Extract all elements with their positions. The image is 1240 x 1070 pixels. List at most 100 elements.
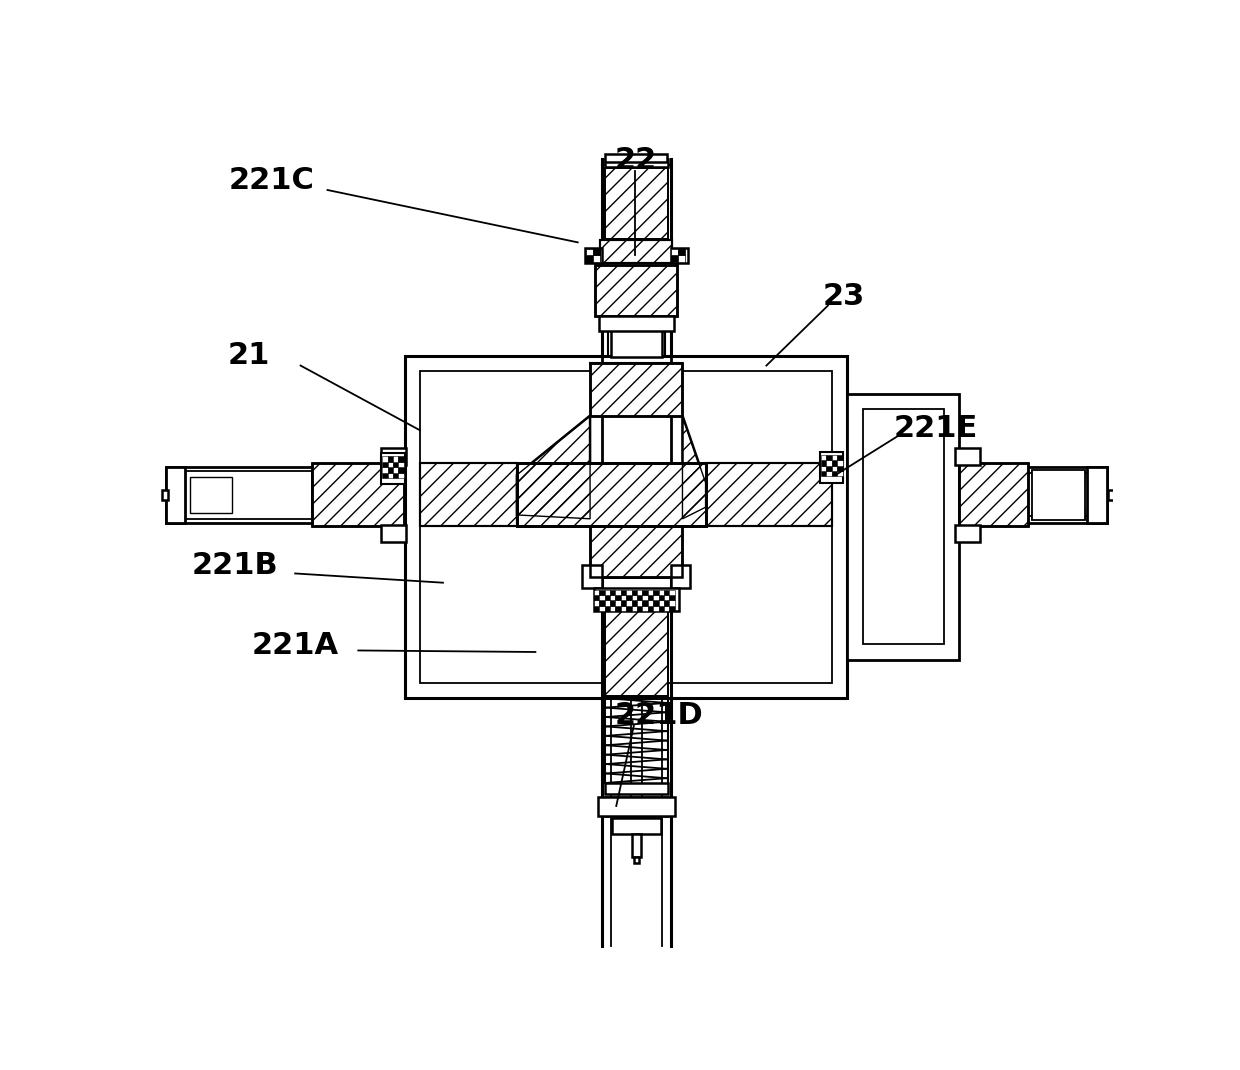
Bar — [605, 611, 668, 696]
Bar — [605, 783, 668, 794]
Bar — [393, 457, 398, 462]
Bar — [599, 595, 605, 600]
Bar — [382, 525, 405, 541]
Bar — [610, 600, 615, 606]
Bar — [611, 819, 661, 834]
Bar — [847, 394, 959, 660]
Bar — [599, 316, 675, 331]
Bar — [605, 168, 668, 240]
Bar — [398, 462, 404, 468]
Bar — [166, 468, 404, 522]
Bar — [594, 588, 678, 611]
Bar — [826, 471, 832, 476]
Bar — [658, 600, 663, 606]
Bar — [388, 468, 393, 473]
Bar — [647, 590, 653, 595]
Bar — [382, 454, 404, 484]
Bar — [393, 462, 398, 468]
Bar — [398, 473, 404, 478]
Bar — [959, 463, 1028, 526]
Bar — [637, 595, 642, 600]
Bar — [658, 590, 663, 595]
Bar — [959, 468, 1107, 522]
Bar — [631, 606, 637, 611]
Bar — [312, 463, 404, 526]
Bar — [663, 590, 670, 595]
Bar — [706, 463, 832, 526]
Bar — [678, 256, 684, 261]
Bar — [605, 590, 610, 595]
Bar — [599, 590, 605, 595]
Bar — [590, 526, 682, 577]
Bar — [621, 600, 626, 606]
Bar — [583, 565, 601, 588]
Bar — [821, 455, 826, 460]
Bar — [658, 595, 663, 600]
Bar — [653, 600, 658, 606]
Bar — [821, 460, 826, 465]
Bar — [637, 606, 642, 611]
Bar — [599, 606, 605, 611]
Bar — [605, 606, 610, 611]
Bar — [605, 159, 668, 167]
Bar — [595, 265, 677, 316]
Text: 221C: 221C — [229, 166, 315, 195]
Bar — [678, 249, 684, 256]
Bar — [837, 455, 843, 460]
Bar — [837, 471, 843, 476]
Bar — [631, 590, 637, 595]
Bar — [647, 600, 653, 606]
Bar — [610, 595, 615, 600]
Bar — [615, 600, 621, 606]
Bar — [706, 463, 832, 526]
Bar — [821, 465, 826, 471]
Bar — [593, 249, 600, 256]
Bar — [382, 457, 388, 462]
Bar — [615, 606, 621, 611]
Bar — [312, 463, 404, 526]
Bar — [832, 455, 837, 460]
Bar — [594, 590, 599, 595]
Bar — [626, 606, 631, 611]
Bar — [959, 463, 1028, 526]
Bar — [590, 363, 682, 415]
Bar — [863, 410, 944, 644]
Bar — [631, 834, 641, 857]
Bar — [821, 452, 843, 483]
Bar — [190, 477, 232, 513]
Bar — [670, 606, 675, 611]
Bar — [587, 249, 593, 256]
Bar — [388, 473, 393, 478]
Bar — [637, 590, 642, 595]
Bar — [605, 154, 667, 162]
Polygon shape — [517, 415, 590, 519]
Bar — [642, 590, 647, 595]
Bar — [420, 463, 517, 526]
Bar — [621, 590, 626, 595]
Bar — [590, 526, 682, 577]
Bar — [671, 248, 688, 263]
Bar — [663, 595, 670, 600]
Bar — [663, 600, 670, 606]
Bar — [587, 249, 600, 261]
Bar — [626, 600, 631, 606]
Bar — [393, 468, 398, 473]
Bar — [382, 473, 388, 478]
Bar — [647, 595, 653, 600]
Bar — [631, 595, 637, 600]
Bar — [610, 590, 615, 595]
Bar — [404, 355, 847, 699]
Bar — [594, 606, 599, 611]
Bar — [642, 595, 647, 600]
Text: 21: 21 — [228, 341, 270, 370]
Bar — [826, 455, 832, 460]
Bar — [420, 371, 832, 683]
Bar — [1032, 470, 1085, 520]
Bar — [600, 240, 672, 263]
Bar — [605, 600, 610, 606]
Bar — [615, 590, 621, 595]
Bar — [670, 600, 675, 606]
Bar — [621, 606, 626, 611]
Bar — [670, 590, 675, 595]
Text: 23: 23 — [822, 281, 864, 310]
